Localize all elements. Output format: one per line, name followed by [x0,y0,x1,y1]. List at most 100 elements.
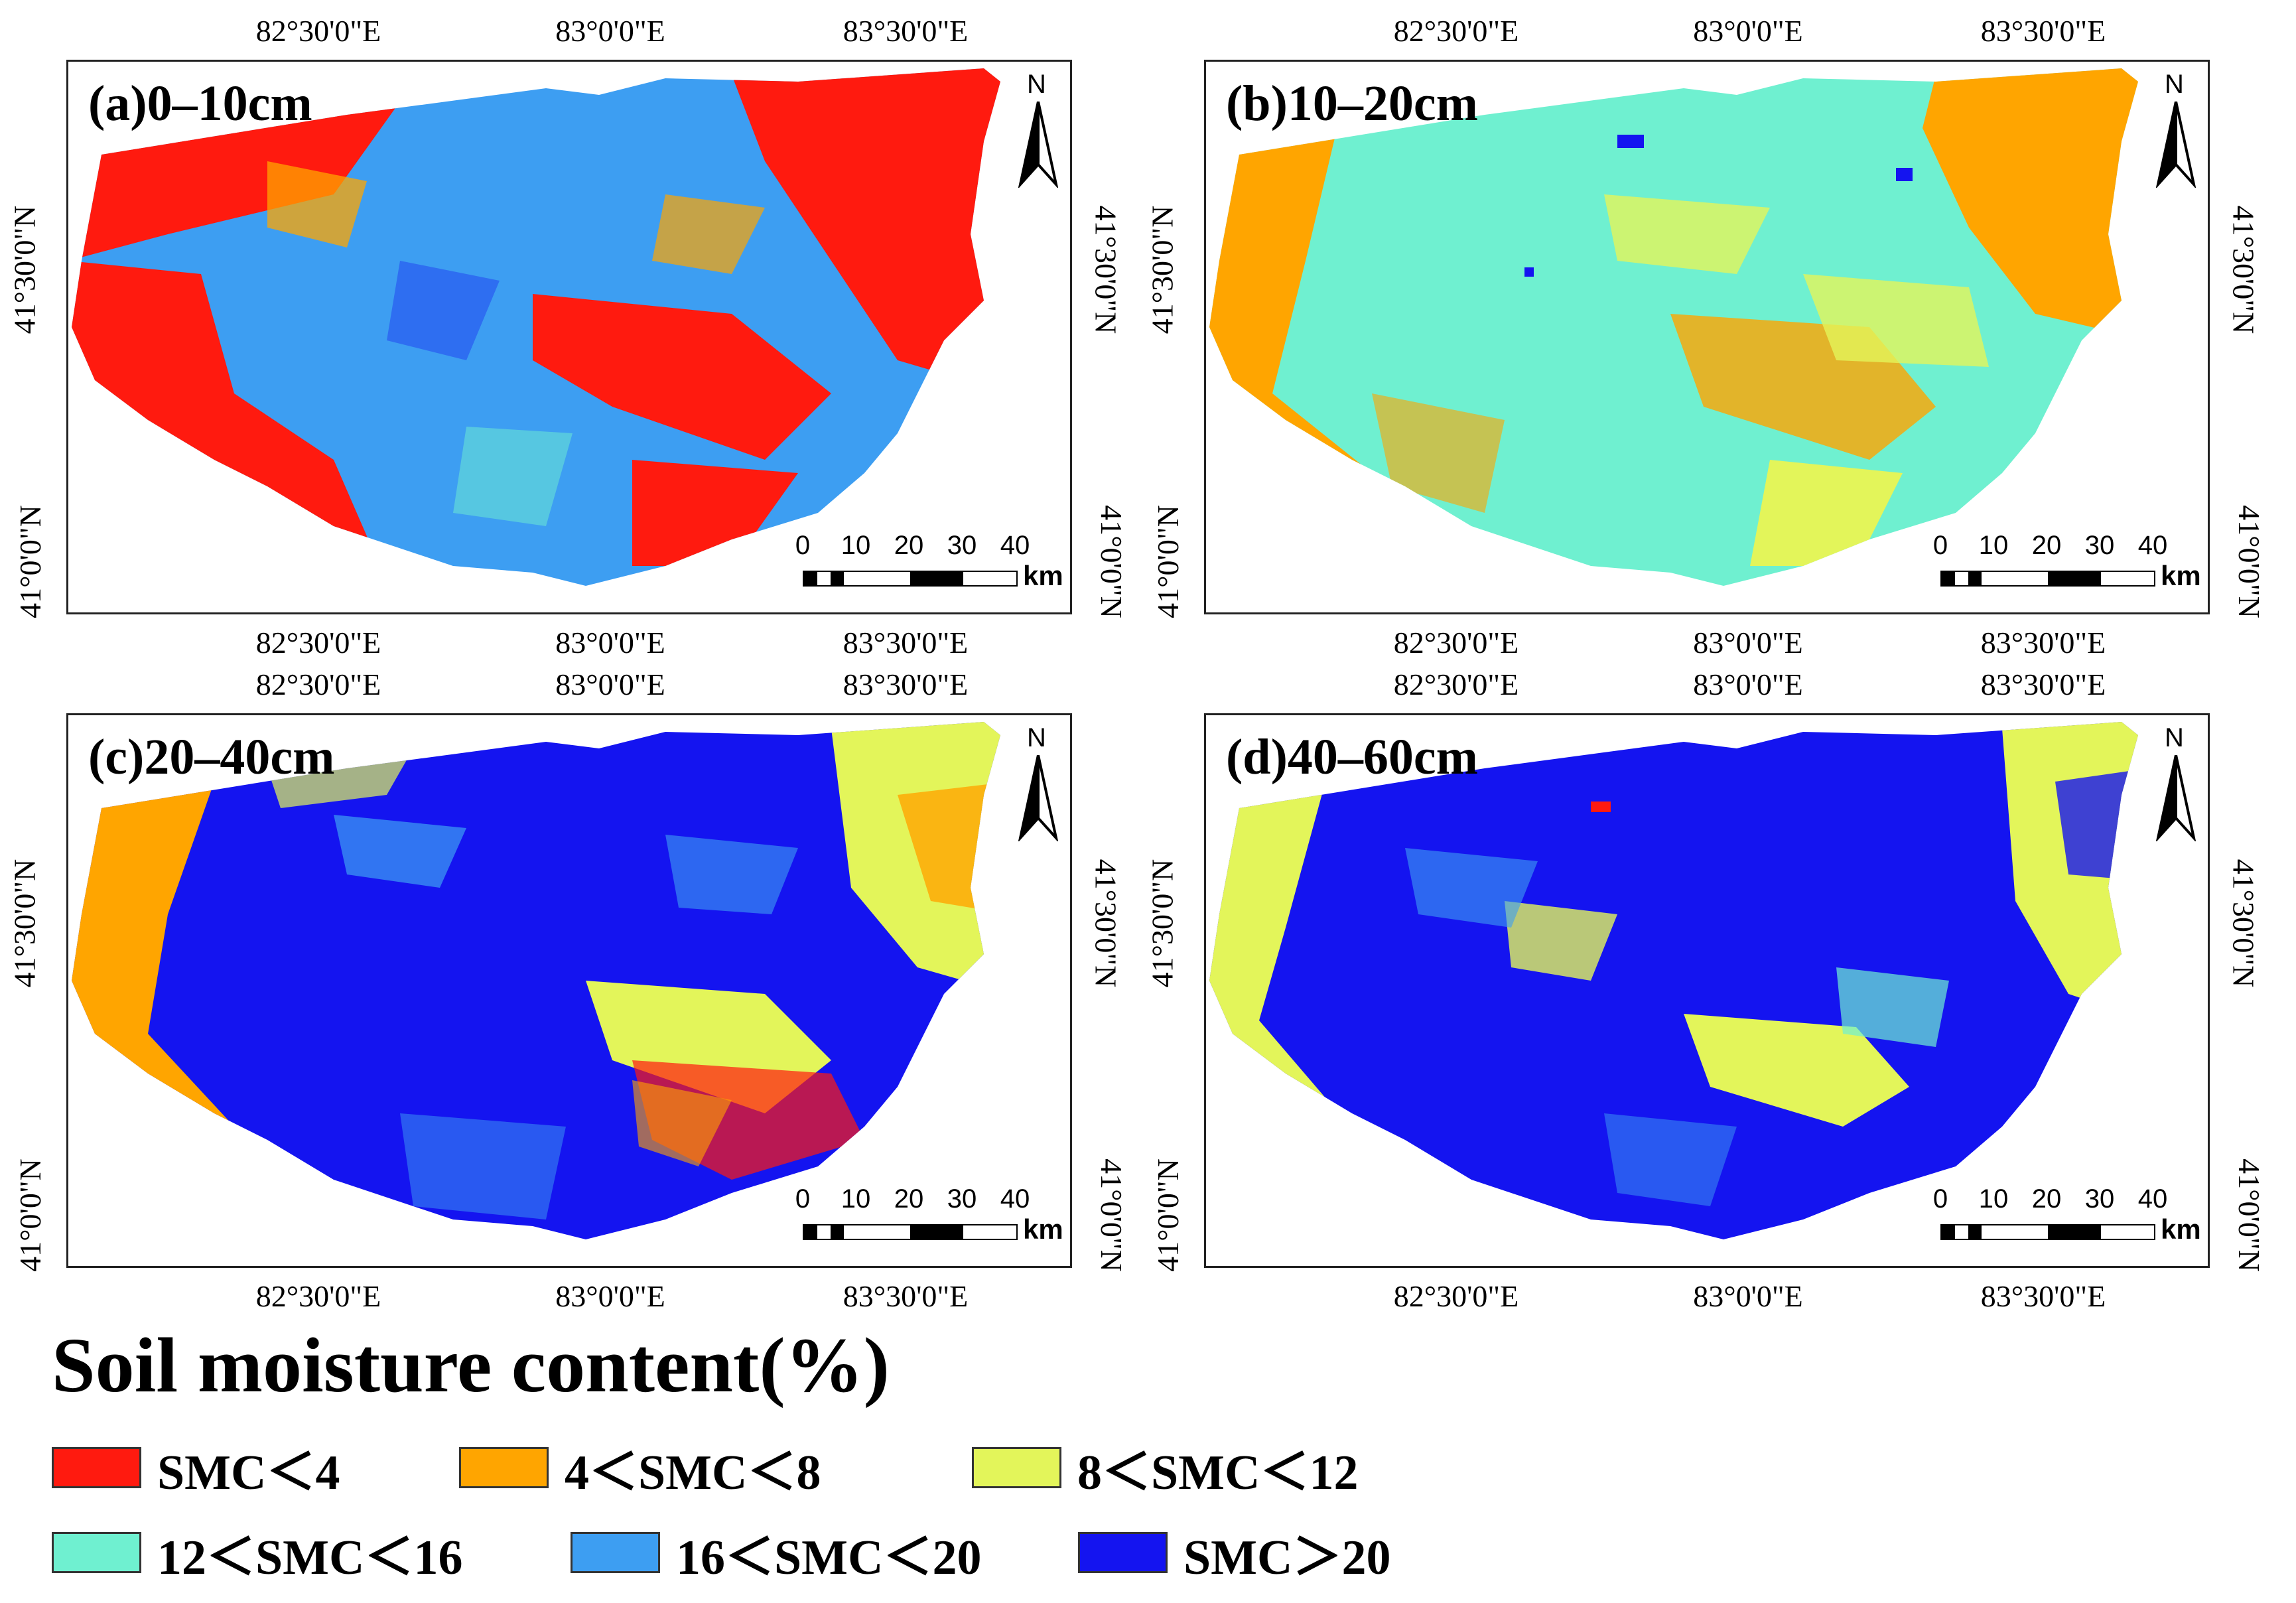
lon-label: 83°0'0"E [555,1279,665,1313]
map-panel-b: 82°30'0"E 83°0'0"E 83°30'0"E 82°30'0"E 8… [1138,0,2266,663]
lon-label: 83°30'0"E [1980,1279,2106,1313]
map-panel-a: 82°30'0"E 83°0'0"E 83°30'0"E 82°30'0"E 8… [0,0,1128,663]
scale-tick: 10 [841,531,871,560]
lon-label: 83°0'0"E [555,667,665,701]
map-panel-d: 82°30'0"E 83°0'0"E 83°30'0"E 82°30'0"E 8… [1138,654,2266,1317]
lat-label: 41°0'0"N [1150,1158,1185,1272]
scale-bar-graphic [1940,571,2155,587]
scale-bar-graphic [1940,1224,2155,1240]
lon-label: 83°0'0"E [555,14,665,48]
lat-label: 41°30'0"N [1089,205,1123,334]
legend-label: 4＜SMC＜8 [565,1445,821,1500]
scale-tick: 0 [1932,1184,1948,1214]
lon-label: 83°0'0"E [1693,626,1803,660]
legend-label: SMC＞20 [1183,1530,1391,1585]
scale-bar-graphic [803,1224,1018,1240]
scale-bar: 0 10 20 30 40 km [795,531,1063,604]
scale-unit: km [2161,560,2201,591]
lat-label: 41°0'0"N [13,1158,47,1272]
scale-tick: 30 [947,531,977,560]
legend-item: 12＜SMC＜16 [52,1526,462,1585]
legend-label: 16＜SMC＜20 [676,1530,982,1585]
scale-unit: km [1023,1214,1063,1245]
north-arrow: N [1015,723,1061,843]
scale-unit: km [1023,560,1063,591]
soil-moisture-raster-d [1209,722,2138,1239]
north-label: N [1027,70,1046,99]
map-frame: (c)20–40cm [66,713,1072,1268]
lat-label: 41°30'0"N [1145,859,1180,988]
scale-bar-graphic [803,571,1018,587]
lat-label: 41°0'0"N [1150,505,1185,618]
scale-tick: 30 [2084,1184,2115,1214]
scale-tick: 0 [795,1184,811,1214]
scale-tick: 10 [841,1184,871,1214]
lon-label: 83°0'0"E [1693,14,1803,48]
map-frame: (d)40–60cm [1204,713,2210,1268]
legend-item: 4＜SMC＜8 [459,1441,821,1500]
legend-swatch [459,1447,549,1488]
legend-label: 8＜SMC＜12 [1077,1445,1359,1500]
panel-label: (b)10–20cm [1226,76,1478,131]
lon-label: 82°30'0"E [1393,626,1519,660]
lat-label: 41°30'0"N [1089,859,1123,988]
scale-tick: 40 [2137,531,2168,560]
map-frame: (b)10–20cm [1204,60,2210,614]
lat-label: 41°30'0"N [2226,859,2261,988]
lon-label: 83°30'0"E [843,626,969,660]
lat-label: 41°30'0"N [1145,205,1180,334]
scale-tick: 0 [795,531,811,560]
north-arrow: N [2153,70,2199,189]
north-arrow-icon [2155,755,2196,841]
north-arrow: N [1015,70,1061,189]
map-frame: (a)0–10cm [66,60,1072,614]
legend-swatch [1078,1532,1168,1573]
panel-label: (c)20–40cm [88,729,335,785]
lon-label: 82°30'0"E [255,626,381,660]
legend-swatch [571,1532,660,1573]
north-arrow: N [2153,723,2199,843]
lat-label: 41°0'0"N [2232,1158,2266,1272]
scale-tick: 40 [2137,1184,2168,1214]
legend-label: 12＜SMC＜16 [157,1530,463,1585]
panel-label: (d)40–60cm [1226,729,1478,785]
legend-swatch [52,1447,141,1488]
lon-label: 83°30'0"E [1980,667,2106,701]
lon-label: 82°30'0"E [1393,1279,1519,1313]
lat-label: 41°30'0"N [7,859,42,988]
north-arrow-icon [2155,102,2196,188]
soil-moisture-raster-b [1209,68,2138,586]
legend-item: 16＜SMC＜20 [571,1526,981,1585]
lat-label: 41°0'0"N [2232,505,2266,618]
scale-tick: 40 [1000,1184,1030,1214]
lon-label: 82°30'0"E [1393,667,1519,701]
lon-label: 83°30'0"E [1980,14,2106,48]
legend-label: SMC＜4 [157,1445,340,1500]
scale-bar: 0 10 20 30 40 km [1933,1184,2201,1257]
lon-label: 83°30'0"E [843,667,969,701]
scale-bar: 0 10 20 30 40 km [795,1184,1063,1257]
lon-label: 83°30'0"E [843,1279,969,1313]
lon-label: 83°0'0"E [1693,667,1803,701]
lon-label: 83°0'0"E [1693,1279,1803,1313]
legend-swatch [972,1447,1061,1488]
scale-tick: 30 [2084,531,2115,560]
legend-item: 8＜SMC＜12 [972,1441,1358,1500]
scale-tick: 20 [894,531,924,560]
panel-label: (a)0–10cm [88,76,312,131]
north-label: N [1027,723,1046,752]
scale-tick: 20 [2031,1184,2062,1214]
scale-unit: km [2161,1214,2201,1245]
scale-tick: 20 [894,1184,924,1214]
legend-item: SMC＞20 [1078,1526,1390,1585]
lon-label: 82°30'0"E [255,14,381,48]
lat-label: 41°0'0"N [13,505,47,618]
scale-tick: 40 [1000,531,1030,560]
legend-swatch [52,1532,141,1573]
north-arrow-icon [1018,755,1059,841]
lon-label: 83°0'0"E [555,626,665,660]
lon-label: 82°30'0"E [255,1279,381,1313]
scale-tick: 0 [1932,531,1948,560]
north-arrow-icon [1018,102,1059,188]
